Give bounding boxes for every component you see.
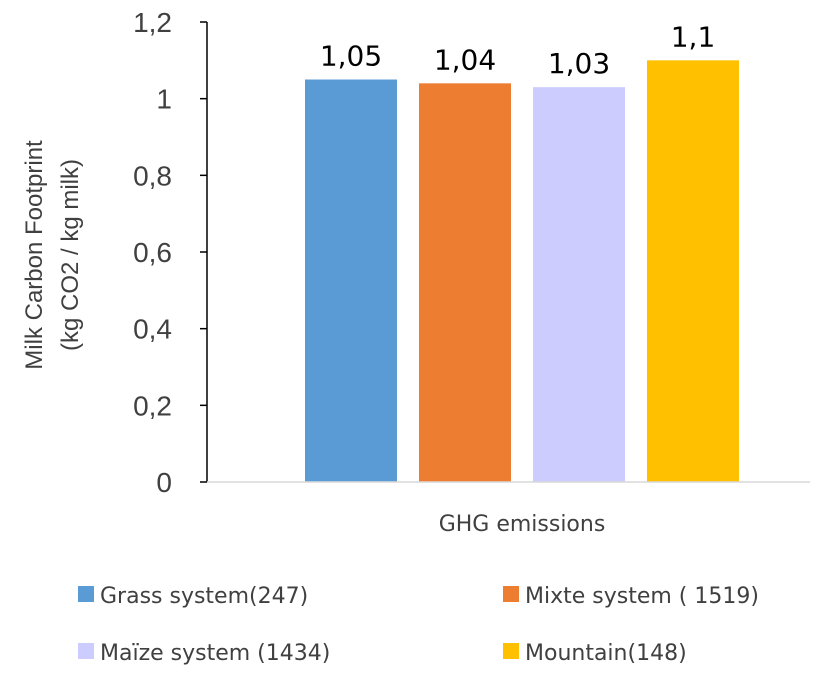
y-axis-title-line-1: Milk Carbon Footprint xyxy=(21,140,48,370)
data-label-2: 1,04 xyxy=(434,43,496,76)
legend-swatch-1 xyxy=(78,586,94,602)
bar-2 xyxy=(419,83,511,482)
y-tick-label: 0,2 xyxy=(133,390,172,421)
bar-4 xyxy=(647,60,739,482)
legend-swatch-3 xyxy=(78,643,94,659)
legend-label-4: Mountain(148) xyxy=(525,641,687,666)
legend-label-1: Grass system(247) xyxy=(100,584,308,609)
legend-label-3: Maïze system (1434) xyxy=(100,641,330,666)
y-axis-ticks: 0 0,2 0,4 0,6 0,8 1 1,2 xyxy=(133,7,207,498)
x-category-label: GHG emissions xyxy=(439,512,606,537)
y-axis-title-line-2: (kg CO2 / kg milk) xyxy=(57,159,84,351)
bar-1 xyxy=(305,79,397,482)
legend: Grass system(247) Mixte system ( 1519) Maï… xyxy=(78,584,759,666)
legend-label-2: Mixte system ( 1519) xyxy=(525,584,759,609)
data-labels: 1,05 1,04 1,03 1,1 xyxy=(320,20,715,80)
data-label-1: 1,05 xyxy=(320,40,382,73)
y-tick-label: 0 xyxy=(156,467,172,498)
y-tick-label: 0,6 xyxy=(133,237,172,268)
legend-swatch-2 xyxy=(503,586,519,602)
bar-3 xyxy=(533,87,625,483)
legend-swatch-4 xyxy=(503,643,519,659)
y-tick-label: 0,8 xyxy=(133,160,172,191)
data-label-3: 1,03 xyxy=(548,47,610,80)
y-axis-title: Milk Carbon Footprint (kg CO2 / kg milk) xyxy=(21,140,84,370)
y-tick-label: 1,2 xyxy=(133,7,172,38)
y-tick-label: 0,4 xyxy=(133,314,172,345)
bars xyxy=(305,60,739,483)
y-tick-label: 1 xyxy=(156,84,172,115)
data-label-4: 1,1 xyxy=(671,20,716,53)
